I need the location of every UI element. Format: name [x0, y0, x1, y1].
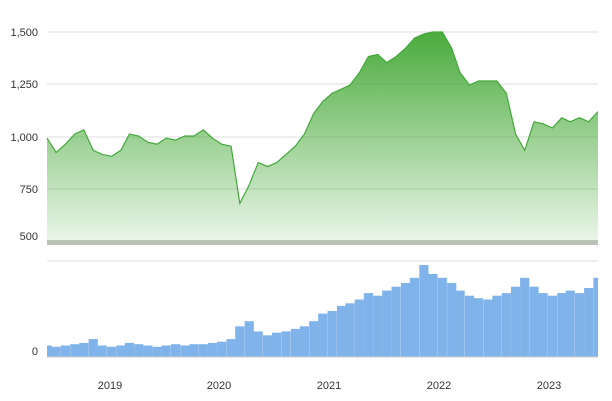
price-y-tick: 1,250 — [10, 79, 38, 91]
volume-bar — [189, 344, 199, 357]
price-y-axis: 1,500 1,250 1,000 750 500 — [10, 27, 38, 243]
volume-bars — [47, 265, 598, 357]
volume-bar — [281, 331, 291, 357]
x-tick: 2019 — [98, 380, 122, 392]
volume-bar — [198, 344, 208, 357]
volume-bar — [336, 305, 347, 357]
volume-bar — [235, 326, 245, 357]
volume-bar — [382, 290, 392, 357]
volume-bar — [97, 345, 107, 357]
volume-bar — [565, 290, 575, 357]
volume-bar — [161, 345, 171, 357]
volume-bar — [143, 345, 153, 357]
volume-bar — [47, 345, 52, 357]
volume-bar — [492, 295, 502, 357]
volume-bar — [529, 286, 539, 357]
volume-bar — [180, 345, 190, 357]
volume-bar — [400, 282, 411, 357]
volume-bar — [373, 295, 383, 357]
price-line — [46, 31, 599, 206]
volume-bar — [511, 286, 521, 357]
price-area-chart — [46, 31, 599, 240]
volume-bar — [483, 299, 493, 357]
volume-bar — [593, 277, 598, 357]
price-baseline-band — [47, 240, 598, 245]
volume-bar — [79, 342, 89, 357]
volume-bar — [409, 277, 420, 357]
volume-bar — [226, 339, 236, 357]
x-tick: 2022 — [427, 380, 451, 392]
volume-bar — [345, 303, 355, 357]
volume-bar — [263, 335, 273, 357]
price-y-tick: 1,500 — [10, 27, 38, 39]
volume-bar — [152, 346, 162, 357]
volume-bar — [51, 346, 61, 357]
volume-bar — [547, 295, 557, 357]
volume-bar — [419, 265, 429, 357]
volume-bar — [437, 277, 447, 357]
price-y-tick: 750 — [20, 184, 38, 196]
volume-bar — [557, 293, 567, 357]
volume-bar — [253, 331, 263, 357]
volume-bar — [244, 321, 254, 357]
volume-bar — [354, 299, 364, 357]
volume-bar — [88, 339, 98, 357]
x-tick: 2020 — [207, 380, 231, 392]
volume-bar — [171, 344, 181, 357]
volume-bar — [428, 273, 438, 357]
volume-bar — [584, 288, 594, 357]
price-y-tick: 500 — [20, 231, 38, 243]
volume-bar — [309, 321, 319, 357]
volume-bar — [134, 344, 144, 357]
x-axis: 2019 2020 2021 2022 2023 — [98, 380, 561, 392]
volume-bar — [124, 342, 134, 357]
x-tick: 2021 — [317, 380, 341, 392]
volume-bar — [473, 298, 484, 357]
volume-bar — [391, 286, 401, 357]
volume-bar — [327, 311, 337, 357]
volume-bar — [299, 326, 309, 357]
volume-bar — [363, 293, 373, 357]
volume-bar — [217, 341, 227, 357]
volume-bar — [70, 344, 80, 357]
volume-bar — [447, 282, 457, 357]
volume-bar — [520, 277, 530, 357]
volume-bar — [538, 293, 548, 357]
volume-bar — [575, 293, 585, 357]
price-y-tick: 1,000 — [10, 132, 38, 144]
price-area — [47, 32, 598, 240]
volume-bar — [501, 293, 511, 357]
volume-bar — [272, 332, 282, 357]
x-tick: 2023 — [537, 380, 561, 392]
volume-bar — [207, 342, 217, 357]
volume-bar — [464, 295, 475, 357]
volume-y-tick: 0 — [32, 346, 38, 358]
volume-bar — [455, 290, 465, 357]
volume-bar — [290, 328, 300, 357]
volume-bar — [116, 345, 126, 357]
volume-bar — [107, 346, 117, 357]
volume-bar — [318, 313, 328, 357]
volume-bar — [60, 345, 70, 357]
